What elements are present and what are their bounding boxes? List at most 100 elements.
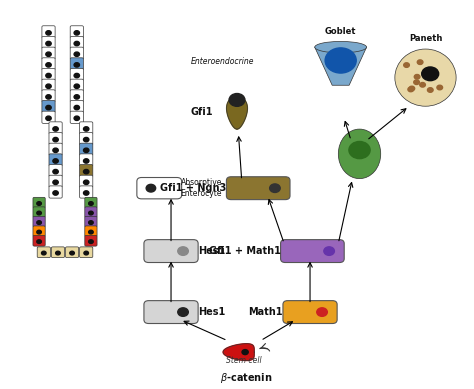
Circle shape <box>53 191 58 195</box>
Circle shape <box>178 247 188 255</box>
FancyBboxPatch shape <box>80 143 93 155</box>
FancyBboxPatch shape <box>137 177 182 199</box>
FancyBboxPatch shape <box>42 58 55 70</box>
Circle shape <box>55 251 60 255</box>
Circle shape <box>83 127 89 131</box>
Circle shape <box>324 247 334 255</box>
Circle shape <box>74 105 80 110</box>
Circle shape <box>420 82 425 87</box>
Circle shape <box>83 159 89 163</box>
FancyBboxPatch shape <box>281 240 344 263</box>
Text: Gfi1 + Ngn3: Gfi1 + Ngn3 <box>160 183 227 193</box>
FancyBboxPatch shape <box>49 165 62 177</box>
Circle shape <box>83 180 89 184</box>
Circle shape <box>433 72 438 77</box>
FancyBboxPatch shape <box>42 90 55 102</box>
FancyBboxPatch shape <box>144 301 198 324</box>
FancyBboxPatch shape <box>85 197 97 208</box>
Text: Enteroendocrine: Enteroendocrine <box>191 57 255 66</box>
Circle shape <box>53 137 58 142</box>
FancyBboxPatch shape <box>70 47 83 60</box>
FancyBboxPatch shape <box>49 143 62 155</box>
Circle shape <box>89 221 93 224</box>
Circle shape <box>37 240 41 244</box>
FancyBboxPatch shape <box>49 122 62 134</box>
Circle shape <box>74 116 80 121</box>
FancyBboxPatch shape <box>80 154 93 166</box>
FancyBboxPatch shape <box>283 301 337 324</box>
FancyBboxPatch shape <box>49 133 62 145</box>
Circle shape <box>74 31 80 35</box>
Circle shape <box>427 68 433 73</box>
FancyBboxPatch shape <box>70 79 83 91</box>
FancyBboxPatch shape <box>33 235 45 246</box>
Circle shape <box>178 308 188 316</box>
FancyBboxPatch shape <box>80 247 93 258</box>
Ellipse shape <box>338 129 381 179</box>
Circle shape <box>70 251 74 255</box>
Circle shape <box>46 105 51 110</box>
Circle shape <box>89 230 93 234</box>
FancyBboxPatch shape <box>70 68 83 81</box>
FancyBboxPatch shape <box>85 226 97 237</box>
Circle shape <box>414 80 419 84</box>
Circle shape <box>46 95 51 99</box>
Circle shape <box>83 137 89 142</box>
FancyBboxPatch shape <box>80 165 93 177</box>
Polygon shape <box>315 47 366 85</box>
Circle shape <box>409 86 415 91</box>
Circle shape <box>428 88 433 92</box>
FancyBboxPatch shape <box>80 186 93 198</box>
FancyBboxPatch shape <box>33 226 45 237</box>
FancyBboxPatch shape <box>85 207 97 217</box>
Circle shape <box>414 75 420 79</box>
Circle shape <box>46 116 51 121</box>
FancyBboxPatch shape <box>49 154 62 166</box>
Circle shape <box>46 41 51 46</box>
Circle shape <box>422 67 438 81</box>
FancyBboxPatch shape <box>49 186 62 198</box>
Circle shape <box>408 87 414 92</box>
FancyBboxPatch shape <box>42 68 55 81</box>
Polygon shape <box>223 344 254 361</box>
Circle shape <box>317 308 328 316</box>
FancyBboxPatch shape <box>33 197 45 208</box>
Circle shape <box>46 74 51 78</box>
Circle shape <box>83 170 89 174</box>
Circle shape <box>37 230 41 234</box>
Circle shape <box>37 202 41 205</box>
Circle shape <box>84 251 89 255</box>
Circle shape <box>53 148 58 152</box>
Circle shape <box>42 251 46 255</box>
Circle shape <box>46 84 51 88</box>
Polygon shape <box>227 97 247 129</box>
Circle shape <box>404 63 410 67</box>
Circle shape <box>46 63 51 67</box>
FancyBboxPatch shape <box>80 175 93 187</box>
FancyBboxPatch shape <box>70 90 83 102</box>
FancyBboxPatch shape <box>42 26 55 38</box>
FancyBboxPatch shape <box>65 247 79 258</box>
Text: Paneth: Paneth <box>409 34 442 43</box>
Text: Goblet: Goblet <box>325 27 356 36</box>
Circle shape <box>46 31 51 35</box>
Text: Hes1: Hes1 <box>198 246 225 256</box>
Circle shape <box>74 74 80 78</box>
Circle shape <box>53 170 58 174</box>
Circle shape <box>74 63 80 67</box>
FancyBboxPatch shape <box>37 247 50 258</box>
FancyBboxPatch shape <box>42 100 55 113</box>
FancyBboxPatch shape <box>85 216 97 227</box>
Circle shape <box>53 159 58 163</box>
Circle shape <box>89 240 93 244</box>
Text: Gfi1 + Math1: Gfi1 + Math1 <box>209 246 281 256</box>
FancyBboxPatch shape <box>42 79 55 91</box>
Ellipse shape <box>395 49 456 106</box>
Text: Hes1: Hes1 <box>198 307 225 317</box>
FancyBboxPatch shape <box>70 100 83 113</box>
FancyBboxPatch shape <box>80 133 93 145</box>
FancyBboxPatch shape <box>51 247 64 258</box>
FancyBboxPatch shape <box>70 37 83 49</box>
Circle shape <box>242 350 248 355</box>
Circle shape <box>83 148 89 152</box>
